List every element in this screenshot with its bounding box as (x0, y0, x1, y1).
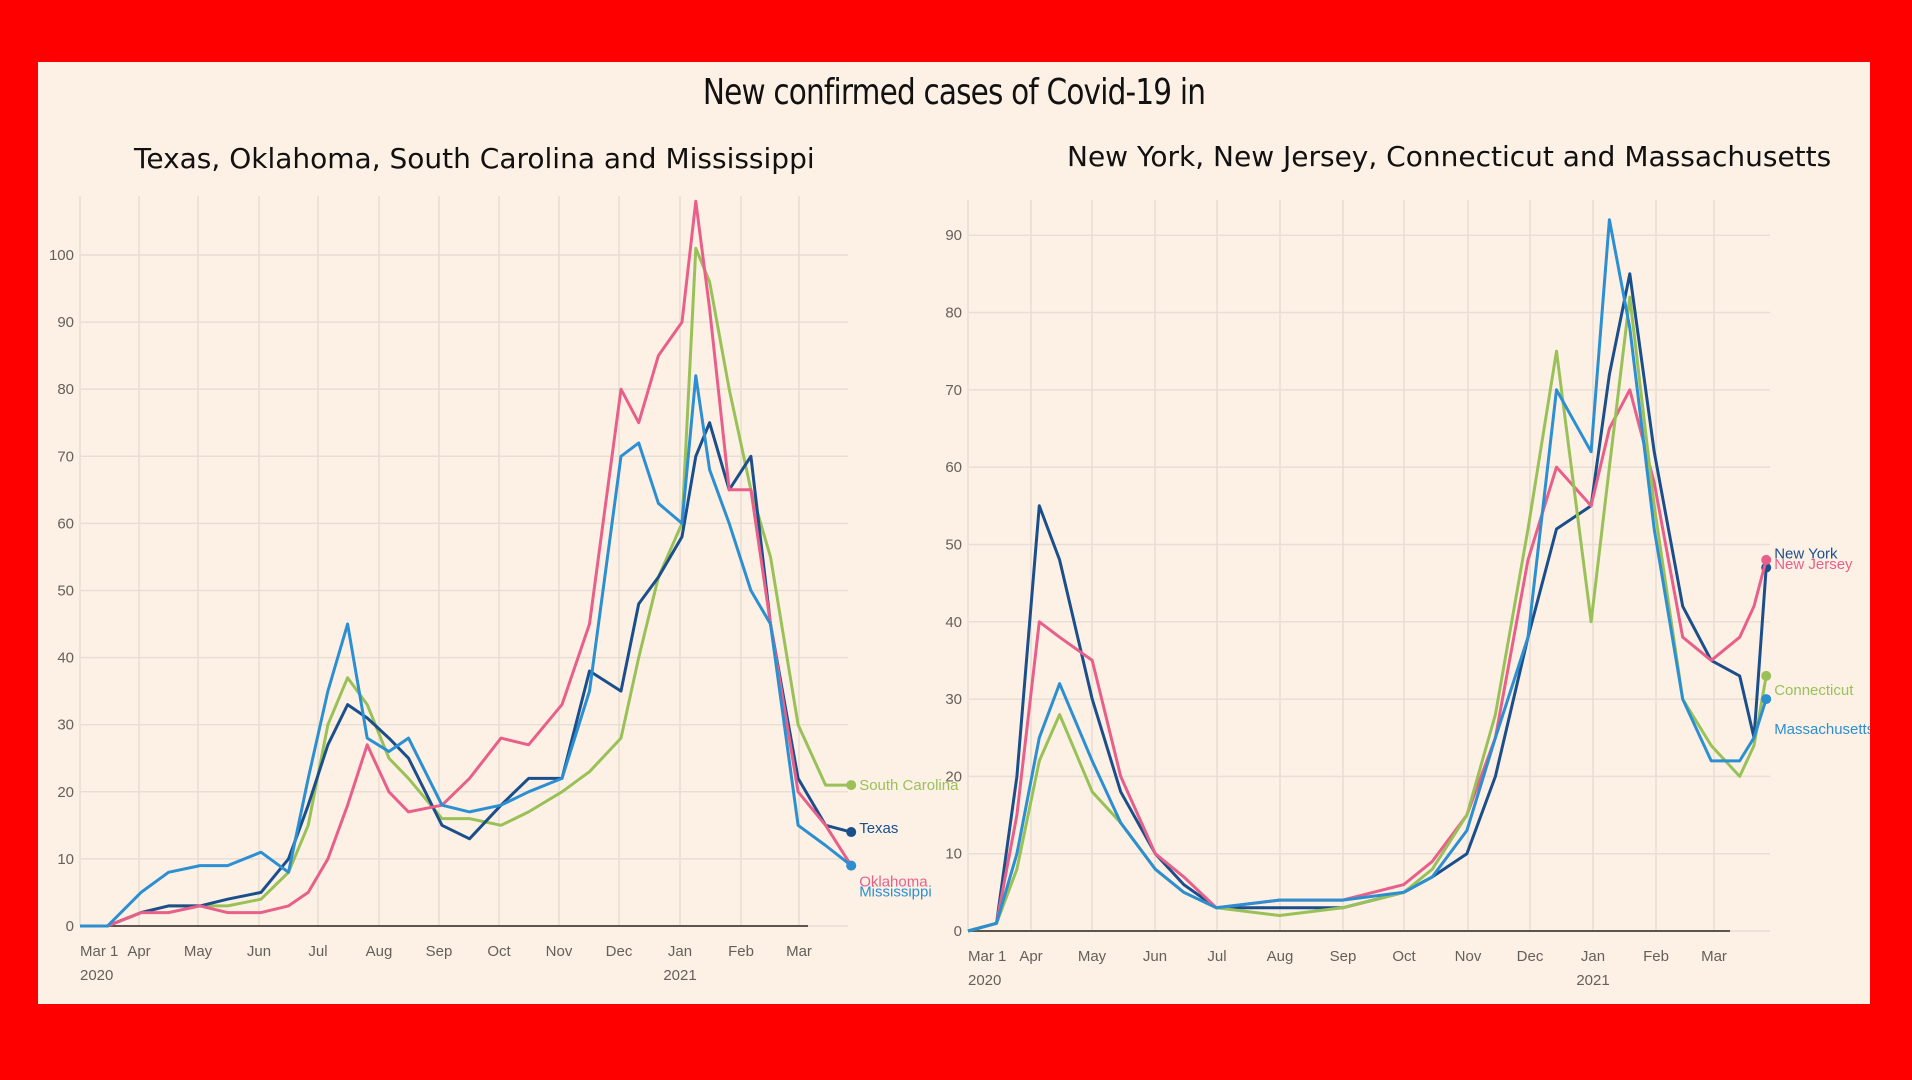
x-tick-label: Oct (487, 943, 511, 960)
series-end-dot (1761, 694, 1772, 705)
series-label: New Jersey (1774, 556, 1853, 573)
y-tick-label: 40 (57, 650, 74, 667)
series-line (967, 218, 1768, 933)
series-label: Connecticut (1774, 682, 1854, 699)
y-tick-label: 40 (945, 614, 962, 631)
x-tick-label: Nov (1455, 948, 1482, 965)
y-tick-label: 70 (945, 382, 962, 399)
x-tick-label-year: 2021 (663, 967, 696, 984)
x-tick-label: Sep (426, 943, 453, 960)
series-end-dot (1761, 554, 1772, 565)
y-tick-label: 90 (945, 227, 962, 244)
page-title: New confirmed cases of Covid-19 in (702, 72, 1206, 113)
y-tick-label: 20 (57, 784, 74, 801)
series-label: Mississippi (859, 884, 932, 901)
x-tick-label: Jul (308, 943, 327, 960)
x-tick-label: Apr (127, 943, 150, 960)
x-tick-label: Mar 1 (968, 948, 1006, 965)
x-tick-label: Jul (1207, 948, 1226, 965)
series-label: Oklahoma (859, 874, 928, 891)
left-chart-title: Texas, Oklahoma, South Carolina and Miss… (134, 142, 815, 175)
x-tick-label: Aug (1267, 948, 1294, 965)
x-tick-label-year: 2021 (1576, 972, 1609, 989)
y-tick-label: 60 (57, 515, 74, 532)
series-label: New York (1774, 546, 1838, 563)
x-tick-label-year: 2020 (80, 967, 113, 984)
x-tick-label: Jun (247, 943, 271, 960)
x-tick-label: Feb (1643, 948, 1669, 965)
x-tick-label: Jan (1581, 948, 1605, 965)
series-end-dot (1761, 670, 1772, 681)
y-tick-label: 70 (57, 448, 74, 465)
x-tick-label: May (184, 943, 213, 960)
x-tick-label: Sep (1330, 948, 1357, 965)
right-chart-title: New York, New Jersey, Connecticut and Ma… (1067, 140, 1832, 173)
x-tick-label: Dec (606, 943, 633, 960)
series-line (967, 272, 1768, 933)
y-tick-label: 60 (945, 459, 962, 476)
series-label: Texas (859, 820, 898, 837)
series-label: South Carolina (859, 777, 959, 794)
x-tick-label: Dec (1517, 948, 1544, 965)
x-tick-label-year: 2020 (968, 972, 1001, 989)
y-tick-label: 90 (57, 314, 74, 331)
x-tick-label: Oct (1392, 948, 1416, 965)
x-tick-label: Nov (546, 943, 573, 960)
x-tick-label: Aug (366, 943, 393, 960)
right-line-chart: 0 10 20 30 40 50 60 70 80 90 Mar 1 2020 Apr May Jun Jul… (945, 200, 1870, 989)
x-tick-label: Mar (786, 943, 812, 960)
series-end-dot (846, 860, 857, 871)
series-end-dot (846, 780, 857, 791)
x-tick-label: Feb (728, 943, 754, 960)
x-tick-label: Mar (1701, 948, 1727, 965)
x-tick-label: Jan (668, 943, 692, 960)
y-tick-label: 50 (945, 536, 962, 553)
y-tick-label: 10 (945, 846, 962, 863)
y-tick-label: 0 (66, 918, 74, 935)
y-tick-label: 80 (945, 305, 962, 322)
x-tick-label: Apr (1019, 948, 1042, 965)
y-tick-label: 10 (57, 851, 74, 868)
x-tick-label: Mar 1 (80, 943, 118, 960)
y-tick-label: 0 (954, 923, 962, 940)
series-end-dot (846, 827, 857, 838)
y-tick-label: 80 (57, 381, 74, 398)
y-tick-label: 100 (49, 247, 74, 264)
series-line (80, 199, 853, 928)
y-tick-label: 30 (57, 717, 74, 734)
x-tick-label: Jun (1143, 948, 1167, 965)
chart-panel: New confirmed cases of Covid-19 in Texas… (38, 62, 1870, 1004)
y-tick-label: 30 (945, 691, 962, 708)
x-tick-label: May (1078, 948, 1107, 965)
y-tick-label: 20 (945, 768, 962, 785)
series-line (80, 421, 852, 928)
series-line (967, 388, 1768, 933)
y-tick-label: 50 (57, 582, 74, 599)
series-line (80, 374, 853, 928)
series-label: Massachusetts (1774, 721, 1870, 738)
